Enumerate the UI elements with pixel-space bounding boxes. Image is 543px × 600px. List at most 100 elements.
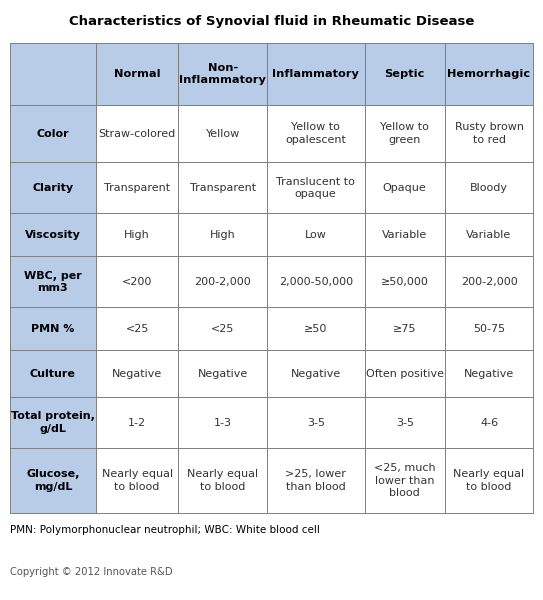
Text: Inflammatory: Inflammatory	[272, 69, 359, 79]
Text: High: High	[124, 230, 150, 240]
Bar	[10, 256, 96, 307]
Bar	[364, 256, 445, 307]
Text: Negative: Negative	[112, 368, 162, 379]
Text: Translucent to
opaque: Translucent to opaque	[276, 176, 355, 199]
Text: Culture: Culture	[30, 368, 76, 379]
Text: Color: Color	[36, 128, 69, 139]
Bar	[445, 105, 533, 162]
Text: Negative: Negative	[291, 368, 341, 379]
Bar	[445, 162, 533, 214]
Bar	[364, 307, 445, 350]
Bar	[364, 350, 445, 397]
Bar	[96, 162, 179, 214]
Bar	[445, 350, 533, 397]
Bar	[179, 214, 267, 256]
Text: Straw-colored: Straw-colored	[98, 128, 176, 139]
Text: Opaque: Opaque	[383, 183, 427, 193]
Bar	[96, 43, 179, 105]
Bar	[364, 43, 445, 105]
Text: <25, much
lower than
blood: <25, much lower than blood	[374, 463, 435, 498]
Bar	[96, 214, 179, 256]
Text: Septic: Septic	[384, 69, 425, 79]
Text: High: High	[210, 230, 236, 240]
Text: Negative: Negative	[198, 368, 248, 379]
Bar	[364, 214, 445, 256]
Bar	[445, 307, 533, 350]
Text: Glucose,
mg/dL: Glucose, mg/dL	[26, 469, 79, 492]
Text: Yellow to
opalescent: Yellow to opalescent	[285, 122, 346, 145]
Bar	[96, 448, 179, 513]
Text: <25: <25	[125, 324, 149, 334]
Bar	[364, 397, 445, 448]
Bar	[10, 162, 96, 214]
Bar	[96, 397, 179, 448]
Text: Variable: Variable	[466, 230, 512, 240]
Text: Normal: Normal	[114, 69, 161, 79]
Text: ≥50: ≥50	[304, 324, 327, 334]
Bar	[267, 350, 364, 397]
Text: Yellow: Yellow	[205, 128, 240, 139]
Bar	[179, 448, 267, 513]
Text: ≥75: ≥75	[393, 324, 416, 334]
Text: 1-3: 1-3	[213, 418, 232, 428]
Text: Variable: Variable	[382, 230, 427, 240]
Text: Nearly equal
to blood: Nearly equal to blood	[187, 469, 258, 492]
Bar	[179, 256, 267, 307]
Text: 200-2,000: 200-2,000	[460, 277, 517, 287]
Bar	[267, 397, 364, 448]
Bar	[96, 256, 179, 307]
Text: Hemorrhagic: Hemorrhagic	[447, 69, 531, 79]
Bar	[179, 397, 267, 448]
Bar	[364, 162, 445, 214]
Text: Copyright © 2012 Innovate R&D: Copyright © 2012 Innovate R&D	[10, 567, 172, 577]
Bar	[179, 307, 267, 350]
Text: Yellow to
green: Yellow to green	[380, 122, 429, 145]
Bar	[267, 105, 364, 162]
Bar	[267, 307, 364, 350]
Text: PMN: Polymorphonuclear neutrophil; WBC: White blood cell: PMN: Polymorphonuclear neutrophil; WBC: …	[10, 525, 320, 535]
Text: <200: <200	[122, 277, 153, 287]
Bar	[10, 397, 96, 448]
Text: Negative: Negative	[464, 368, 514, 379]
Bar	[267, 162, 364, 214]
Text: 200-2,000: 200-2,000	[194, 277, 251, 287]
Text: Clarity: Clarity	[32, 183, 73, 193]
Text: Characteristics of Synovial fluid in Rheumatic Disease: Characteristics of Synovial fluid in Rhe…	[69, 14, 474, 28]
Text: PMN %: PMN %	[31, 324, 74, 334]
Text: Transparent: Transparent	[190, 183, 256, 193]
Bar	[10, 214, 96, 256]
Bar	[445, 448, 533, 513]
Bar	[364, 105, 445, 162]
Bar	[179, 43, 267, 105]
Text: 50-75: 50-75	[473, 324, 505, 334]
Bar	[267, 43, 364, 105]
Text: <25: <25	[211, 324, 235, 334]
Text: 4-6: 4-6	[480, 418, 498, 428]
Bar	[445, 43, 533, 105]
Bar	[10, 43, 96, 105]
Text: 1-2: 1-2	[128, 418, 146, 428]
Text: 3-5: 3-5	[396, 418, 414, 428]
Text: Rusty brown
to red: Rusty brown to red	[454, 122, 523, 145]
Bar	[364, 448, 445, 513]
Bar	[10, 350, 96, 397]
Text: 2,000-50,000: 2,000-50,000	[279, 277, 353, 287]
Text: Viscosity: Viscosity	[25, 230, 81, 240]
Bar	[267, 256, 364, 307]
Bar	[267, 448, 364, 513]
Bar	[96, 350, 179, 397]
Text: 3-5: 3-5	[307, 418, 325, 428]
Text: Transparent: Transparent	[104, 183, 170, 193]
Bar	[267, 214, 364, 256]
Text: Bloody: Bloody	[470, 183, 508, 193]
Text: Often positive: Often positive	[365, 368, 444, 379]
Text: Non-
Inflammatory: Non- Inflammatory	[179, 63, 266, 85]
Text: Low: Low	[305, 230, 327, 240]
Text: Total protein,
g/dL: Total protein, g/dL	[11, 412, 94, 434]
Bar	[10, 307, 96, 350]
Bar	[96, 307, 179, 350]
Bar	[10, 448, 96, 513]
Bar	[445, 397, 533, 448]
Text: WBC, per
mm3: WBC, per mm3	[24, 271, 81, 293]
Text: ≥50,000: ≥50,000	[381, 277, 428, 287]
